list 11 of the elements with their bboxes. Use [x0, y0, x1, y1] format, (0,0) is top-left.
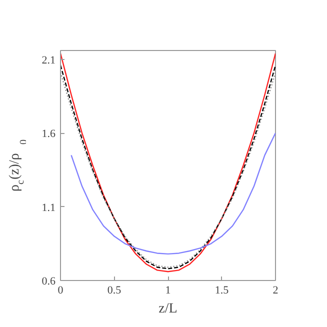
- x-tick-label: 1.5: [214, 284, 230, 296]
- x-tick-label: 1: [165, 284, 171, 296]
- y-tick-label: 0.6: [42, 276, 56, 288]
- y-tick-label: 2.1: [42, 54, 56, 66]
- x-tick-label: 0: [58, 284, 64, 296]
- line-series: [70, 132, 276, 255]
- x-tick-label: 0.5: [107, 284, 122, 296]
- x-tick-label: 2: [272, 284, 278, 296]
- y-tick-label: 1.6: [42, 128, 56, 140]
- y-tick-label: 1.1: [42, 202, 56, 214]
- x-axis-title: z/L: [158, 302, 178, 316]
